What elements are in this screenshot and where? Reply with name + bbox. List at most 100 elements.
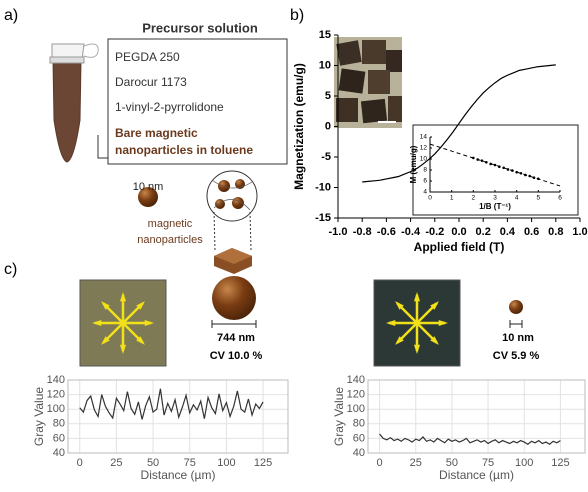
point: [494, 164, 497, 167]
y-tick-label: 0: [325, 120, 331, 132]
y-tick-label: 120: [347, 389, 365, 401]
x-axis-label: Distance (µm): [141, 468, 216, 482]
y-tick-label: 120: [47, 389, 65, 401]
data-line: [380, 434, 561, 444]
x-tick-label: 0.2: [476, 226, 491, 238]
cv-label: CV 10.0 %: [210, 350, 263, 362]
x-tick-label: 75: [482, 457, 494, 469]
point: [520, 172, 523, 175]
x-tick-label: 2: [472, 195, 476, 202]
x-tick-label: 125: [254, 457, 272, 469]
x-tick-label: -0.2: [425, 226, 444, 238]
y-tick-label: 140: [47, 374, 65, 386]
x-axis-label: Applied field (T): [414, 240, 505, 254]
x-tick-label: 0.6: [524, 226, 539, 238]
x-tick-label: 3: [493, 195, 497, 202]
ingredient: Darocur 1173: [115, 75, 187, 89]
y-tick-label: -10: [315, 181, 331, 193]
x-tick-label: 6: [558, 195, 562, 202]
box-title: Precursor solution: [142, 20, 258, 35]
scale-bar: [510, 320, 522, 328]
x-axis-label: Distance (µm): [439, 468, 514, 482]
y-tick-label: 40: [353, 447, 365, 459]
tube: [50, 44, 98, 162]
point: [489, 163, 492, 166]
x-tick-label: 0: [377, 457, 383, 469]
y-tick-label: 100: [347, 403, 365, 415]
point: [485, 161, 488, 164]
x-tick-label: 0: [77, 457, 83, 469]
x-tick-label: -0.4: [401, 226, 421, 238]
x-tick-label: -0.8: [353, 226, 372, 238]
ingredient: PEGDA 250: [115, 50, 180, 64]
ingredient-highlight: nanoparticles in toluene: [115, 143, 253, 157]
point: [472, 157, 475, 160]
y-tick-label: 60: [353, 432, 365, 444]
size-label: 10 nm: [502, 332, 534, 344]
x-tick-label: 5: [537, 195, 541, 202]
x-tick-label: 50: [446, 457, 458, 469]
x-tick-label: 100: [217, 457, 235, 469]
ingredient: 1-vinyl-2-pyrrolidone: [115, 100, 224, 114]
x-tick-label: 50: [147, 457, 159, 469]
y-tick-label: 100: [47, 403, 65, 415]
particle-large: [212, 276, 256, 320]
x-tick-label: 0.4: [500, 226, 516, 238]
point: [511, 169, 514, 172]
y-axis-label: Gray Value: [332, 387, 346, 446]
x-tick-label: 125: [551, 457, 569, 469]
point: [498, 165, 501, 168]
x-tick-label: 4: [515, 195, 519, 202]
y-tick-label: 80: [53, 418, 65, 430]
particle-small: [509, 300, 523, 314]
y-tick-label: 4: [423, 189, 427, 196]
x-tick-label: 75: [184, 457, 196, 469]
y-tick-label: 10: [319, 59, 331, 71]
y-tick-label: 8: [423, 167, 427, 174]
point: [481, 159, 484, 162]
zoom-illustration: [207, 171, 257, 274]
data-line: [80, 389, 263, 420]
point: [507, 168, 510, 171]
size-label: 10 nm: [133, 181, 164, 193]
point: [524, 174, 527, 177]
x-tick-label: -0.6: [377, 226, 396, 238]
size-label: 744 nm: [217, 332, 255, 344]
y-tick-label: 10: [420, 156, 428, 163]
point: [537, 178, 540, 181]
point: [476, 158, 479, 161]
connector: [98, 135, 108, 158]
y-tick-label: 14: [420, 134, 428, 141]
x-tick-label: 1: [450, 195, 454, 202]
x-tick-label: 1.0: [572, 226, 587, 238]
point: [515, 171, 518, 174]
y-tick-label: 5: [325, 90, 331, 102]
x-axis-label: 1/B (T⁻¹): [479, 202, 511, 211]
figure: a) Precursor solution PEGDA 250 Darocur …: [0, 0, 588, 487]
x-tick-label: 25: [410, 457, 422, 469]
panel-label: c): [4, 261, 17, 278]
panel-label: a): [4, 7, 18, 24]
y-tick-label: 80: [353, 418, 365, 430]
x-tick-label: 100: [515, 457, 533, 469]
page: { "panel_labels": ["a)", "b)", "c)"], "p…: [0, 0, 588, 487]
y-tick-label: 15: [319, 29, 331, 41]
x-tick-label: 0: [428, 195, 432, 202]
y-tick-label: -5: [321, 151, 331, 163]
scale-bar: [212, 320, 256, 328]
point: [533, 176, 536, 179]
y-tick-label: 140: [347, 374, 365, 386]
y-axis-label: M (emu/g): [409, 145, 418, 183]
x-tick-label: -1.0: [329, 226, 348, 238]
y-tick-label: 6: [423, 178, 427, 185]
cv-label: CV 5.9 %: [493, 350, 540, 362]
y-tick-label: 40: [53, 447, 65, 459]
y-axis-label: Magnetization (emu/g): [292, 63, 306, 190]
ingredient-highlight: Bare magnetic: [115, 126, 198, 140]
y-tick-label: 12: [420, 145, 428, 152]
y-axis-label: Gray Value: [32, 387, 46, 446]
caption: magnetic: [148, 218, 193, 230]
x-tick-label: 25: [110, 457, 122, 469]
point: [502, 167, 505, 170]
point: [528, 175, 531, 178]
